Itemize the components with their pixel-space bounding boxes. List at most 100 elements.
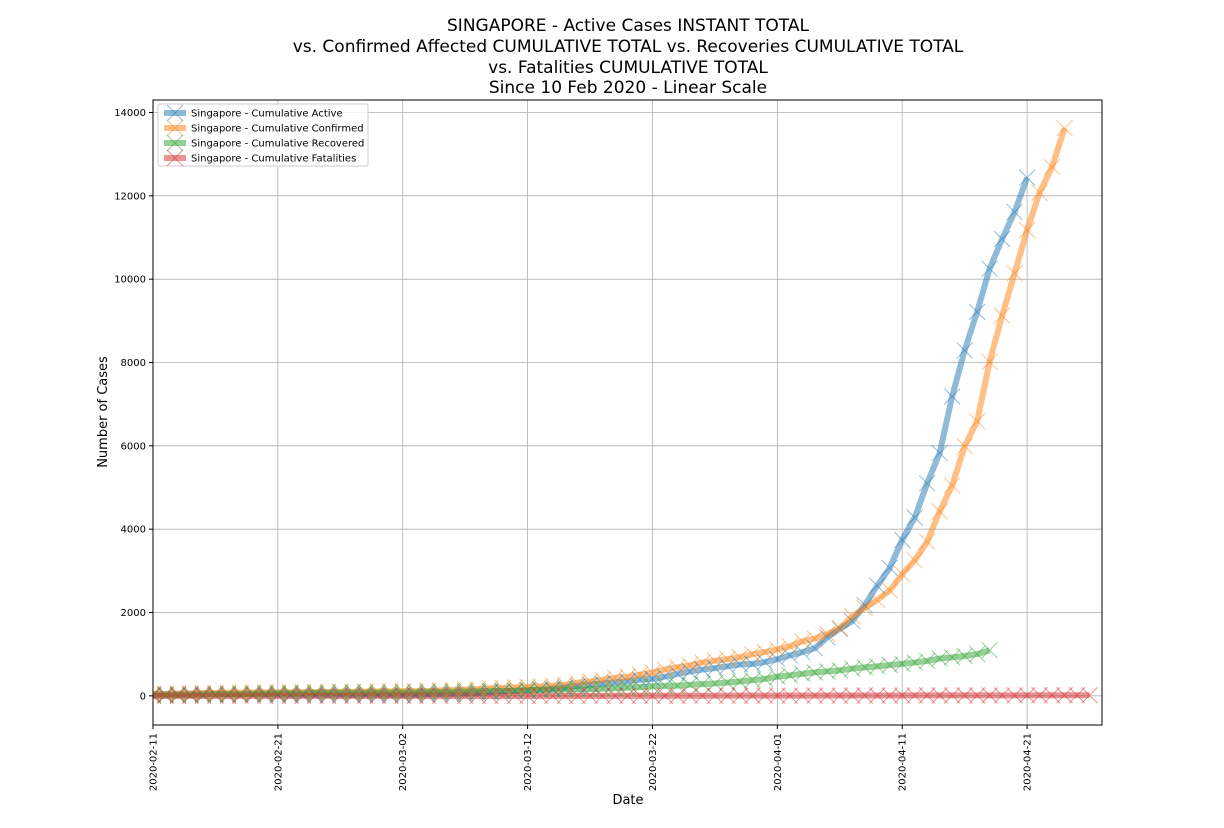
chart-title-line-2: vs. Confirmed Affected CUMULATIVE TOTAL …	[293, 37, 964, 57]
data-point	[194, 687, 212, 705]
y-tick-label: 0	[140, 691, 146, 702]
data-point	[631, 678, 649, 696]
data-point	[619, 679, 636, 696]
legend-label-1: Singapore - Cumulative Confirmed	[191, 124, 364, 135]
data-point	[644, 664, 661, 681]
data-point	[731, 656, 749, 673]
data-point	[868, 577, 886, 595]
grid	[152, 100, 1102, 725]
data-point	[282, 684, 299, 702]
data-point	[519, 681, 536, 699]
data-point	[444, 687, 462, 705]
data-point	[319, 684, 337, 701]
chart-title-line-4: Since 10 Feb 2020 - Linear Scale	[489, 78, 767, 98]
data-point	[818, 625, 836, 643]
data-point	[981, 641, 998, 659]
data-point	[981, 260, 998, 278]
data-point	[694, 687, 711, 705]
data-point	[1068, 686, 1086, 704]
data-point	[719, 687, 736, 705]
data-point	[294, 684, 312, 702]
series-markers	[153, 119, 1098, 705]
data-point	[182, 686, 199, 704]
data-point	[169, 686, 187, 704]
series-line-3	[153, 692, 1090, 699]
data-point	[519, 678, 536, 696]
data-point	[469, 682, 487, 700]
data-point	[656, 687, 674, 705]
data-point	[681, 656, 699, 674]
data-point	[993, 230, 1011, 248]
data-point	[956, 437, 973, 455]
data-point	[531, 681, 549, 699]
data-point	[419, 683, 437, 701]
data-point	[793, 687, 811, 704]
data-point	[481, 687, 499, 705]
data-point	[1006, 686, 1023, 704]
data-point	[943, 477, 961, 494]
data-point	[531, 678, 549, 695]
data-point	[956, 687, 973, 704]
x-tick-label: 2020-04-21	[1023, 733, 1034, 791]
series-line-1	[153, 127, 1068, 697]
data-point	[306, 684, 324, 702]
data-point	[456, 687, 474, 705]
data-point	[893, 565, 911, 583]
data-point	[918, 687, 936, 704]
data-point	[294, 687, 312, 705]
data-point	[381, 687, 399, 705]
data-point	[756, 687, 774, 704]
data-point	[868, 687, 886, 704]
data-point	[519, 687, 536, 705]
legend-marker-3	[166, 149, 184, 167]
data-point	[506, 682, 524, 700]
data-point	[494, 679, 511, 697]
data-point	[856, 596, 874, 614]
y-tick-label: 10000	[114, 275, 146, 286]
data-point	[793, 632, 811, 650]
x-tick-label: 2020-02-21	[273, 733, 284, 791]
data-point	[344, 687, 362, 705]
data-point	[306, 687, 324, 705]
series-line-0	[153, 176, 1030, 698]
y-tick-label: 14000	[114, 108, 146, 119]
data-point	[756, 643, 774, 661]
data-point	[1031, 184, 1048, 202]
data-point	[881, 581, 899, 599]
x-tick-label: 2020-04-11	[898, 733, 909, 791]
data-point	[706, 687, 724, 705]
x-tick-label: 2020-03-12	[523, 733, 534, 791]
data-point	[153, 687, 162, 705]
data-point	[931, 687, 949, 704]
plot-area	[152, 99, 1103, 726]
data-point	[656, 668, 674, 686]
data-point	[369, 687, 387, 705]
data-point	[344, 683, 362, 701]
data-point	[369, 684, 387, 701]
data-point	[581, 680, 599, 698]
x-axis-ticks: 2020-02-11 2020-02-21 2020-03-02 2020-03-12…	[149, 725, 1034, 791]
data-point	[968, 645, 986, 663]
data-point	[544, 681, 561, 699]
data-point	[943, 687, 961, 704]
data-point	[931, 444, 949, 462]
data-point	[681, 687, 699, 705]
data-point	[806, 639, 824, 657]
data-point	[881, 687, 899, 704]
data-point	[544, 687, 561, 705]
data-point	[881, 559, 899, 577]
data-point	[656, 677, 674, 695]
x-tick-label: 2020-03-02	[398, 733, 409, 791]
data-point	[893, 531, 911, 549]
data-point	[806, 630, 824, 647]
data-point	[1006, 203, 1023, 221]
data-point	[631, 671, 649, 689]
x-tick-label: 2020-03-22	[648, 733, 659, 791]
data-point	[931, 503, 949, 520]
data-point	[731, 687, 749, 704]
data-point	[1018, 686, 1036, 704]
data-point	[157, 687, 174, 705]
data-point	[569, 680, 586, 698]
